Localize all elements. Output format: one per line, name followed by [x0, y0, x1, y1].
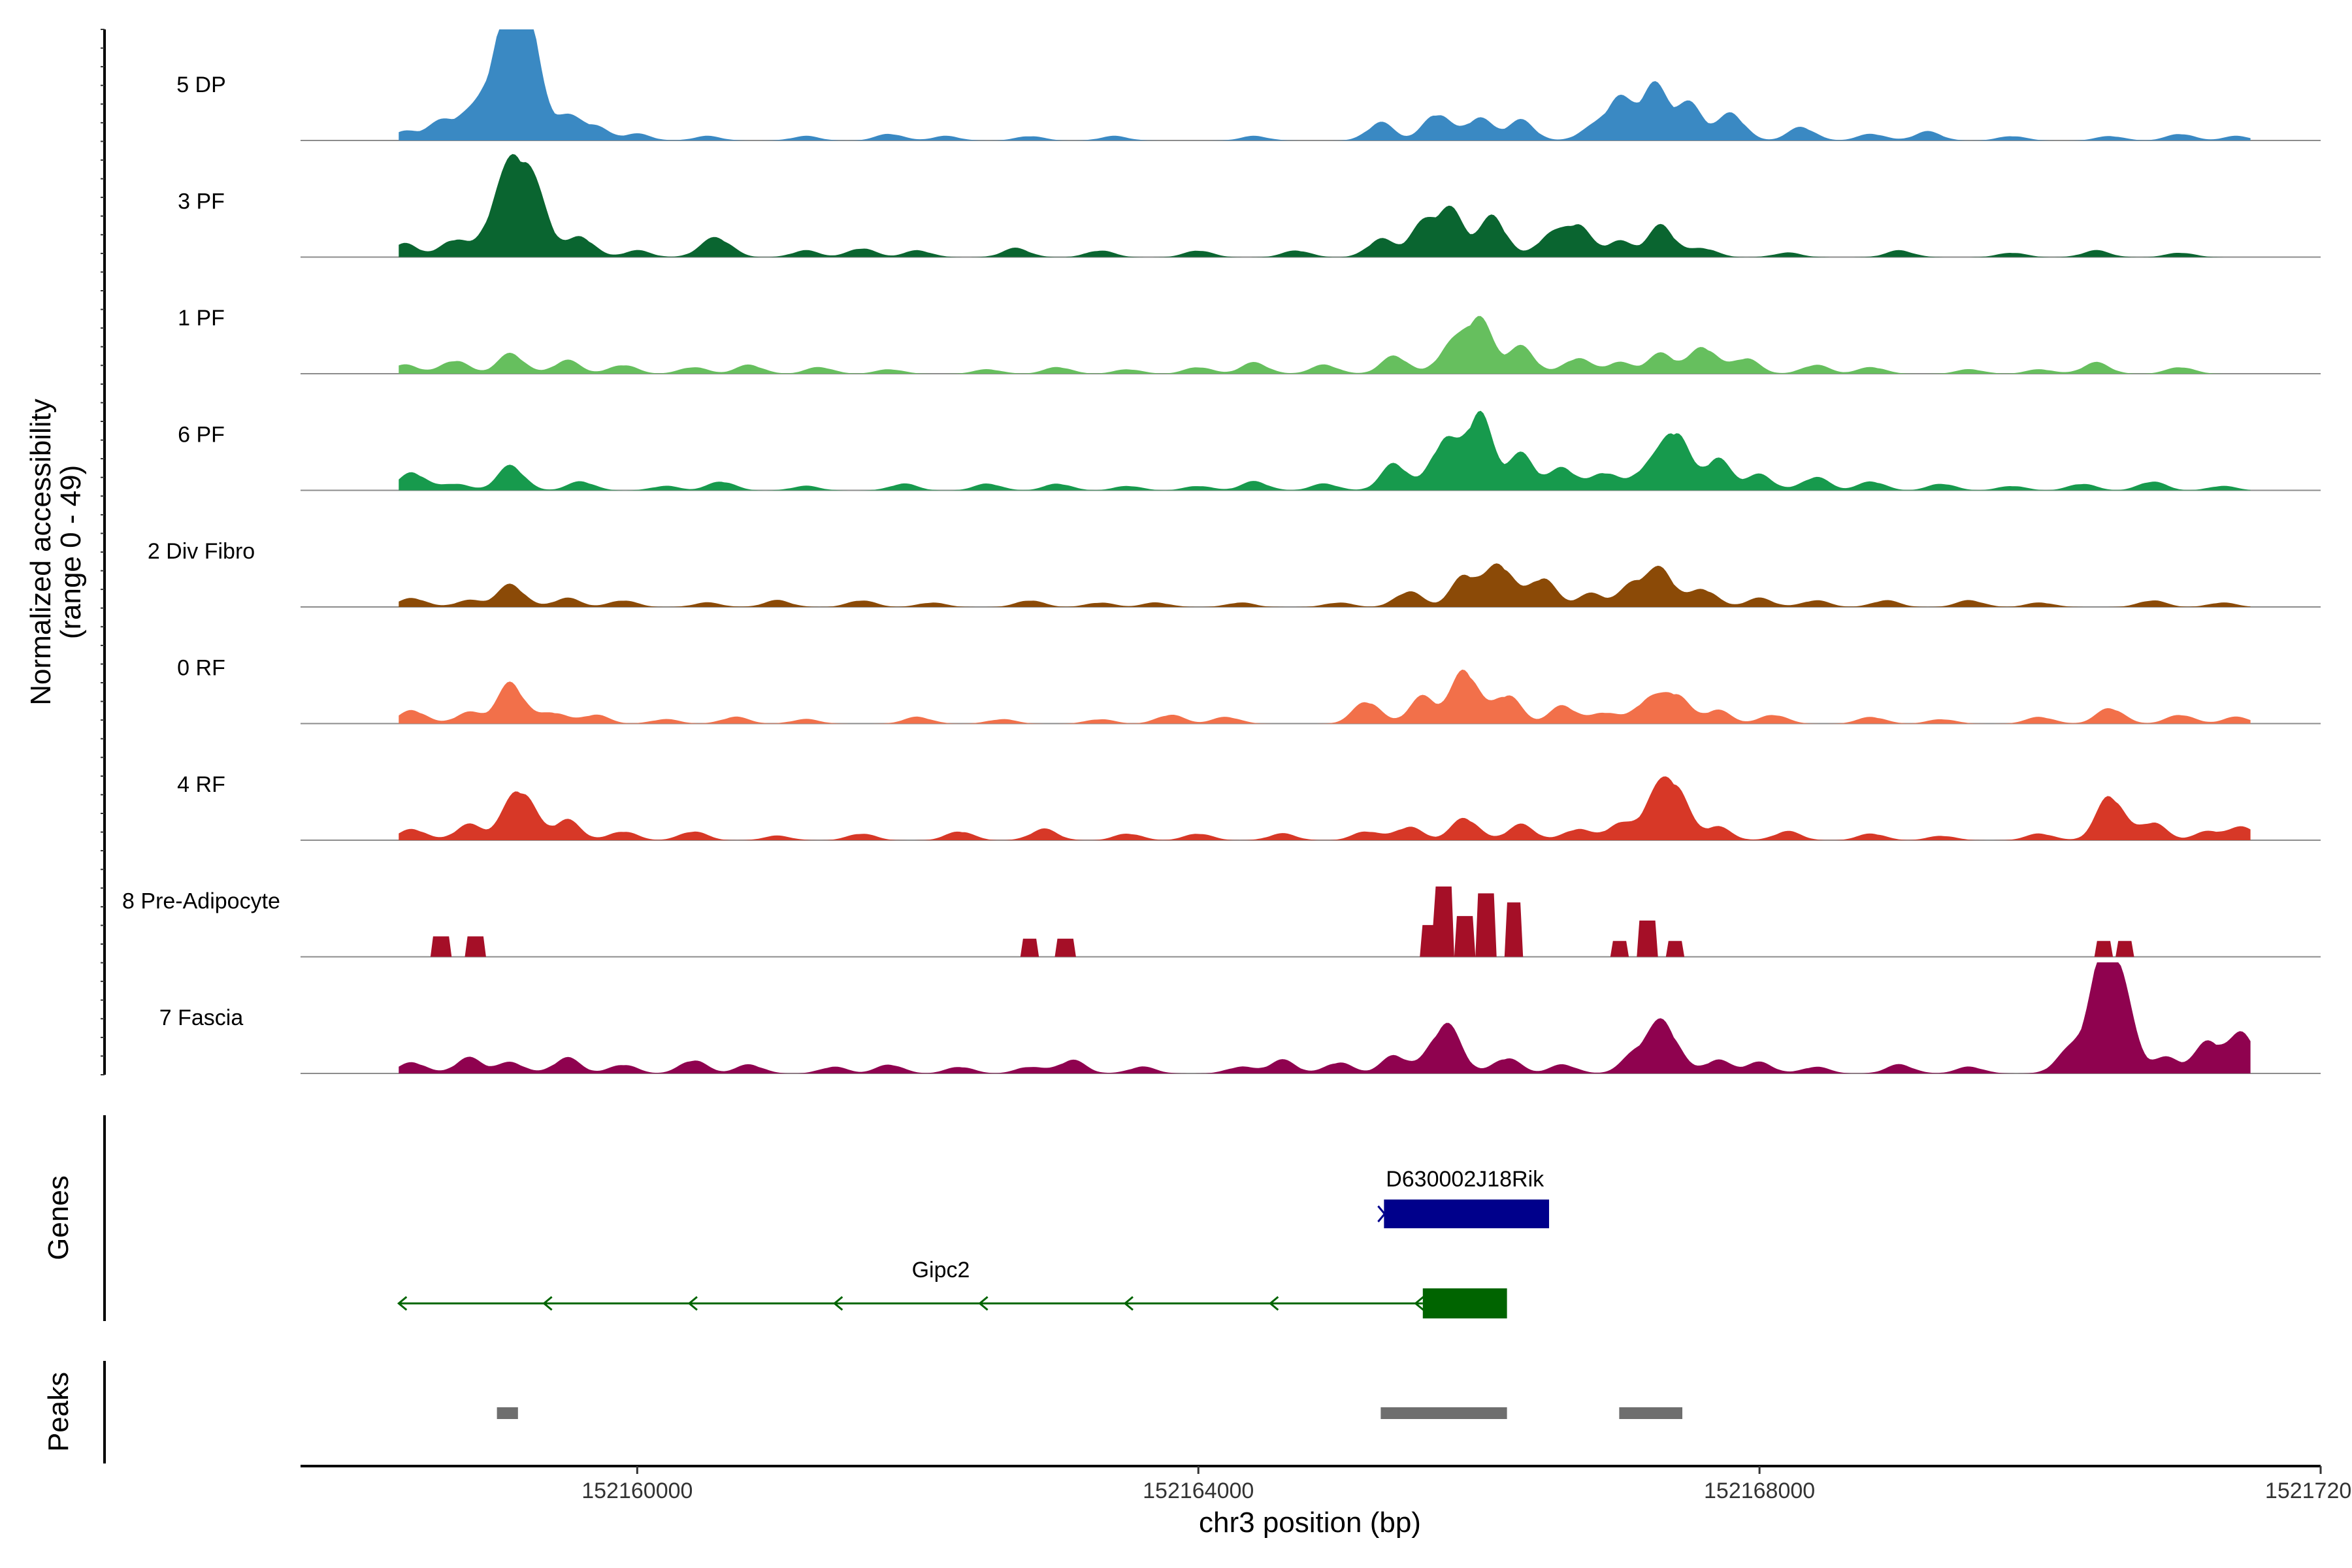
strand-arrow — [978, 1296, 988, 1311]
track-label: 5 DP — [176, 73, 226, 97]
track-labels: 5 DP 3 PF 1 PF 6 PF 2 Div Fibro 0 RF 4 RF 8 Pre… — [122, 73, 280, 1030]
gene-label: Gipc2 — [912, 1258, 970, 1282]
track-2-div-fibro — [301, 563, 2321, 608]
gene-annotations: D630002J18Rik Gipc2 — [397, 1167, 1550, 1318]
genes-panel-title: Genes — [42, 1175, 74, 1260]
track-0-rf — [301, 669, 2321, 725]
strand-arrow — [1268, 1296, 1279, 1311]
coverage-area-1-pf — [399, 316, 2251, 374]
track-6-pf — [301, 410, 2321, 491]
track-label: 4 RF — [177, 772, 225, 797]
track-label: 0 RF — [177, 656, 225, 681]
gene-d630002j18rik: D630002J18Rik — [1377, 1167, 1550, 1228]
x-tick-label: 152168000 — [1704, 1478, 1815, 1503]
coverage-area-3-pf — [399, 154, 2251, 257]
peak-regions — [497, 1407, 1683, 1419]
gene-label: D630002J18Rik — [1386, 1167, 1544, 1192]
x-tick-label: 152160000 — [581, 1478, 693, 1503]
peak-region — [1380, 1407, 1507, 1419]
track-7-fascia — [301, 962, 2321, 1074]
coverage-area-6-pf — [399, 410, 2251, 491]
strand-arrow — [1123, 1296, 1134, 1311]
track-1-pf — [301, 316, 2321, 374]
track-8-pre-adipocyte — [301, 886, 2321, 958]
track-4-rf — [301, 776, 2321, 841]
coverage-area-7-fascia — [399, 962, 2251, 1073]
track-5-dp — [301, 29, 2321, 141]
y-axis-title-line2: (range 0 - 49) — [55, 465, 87, 640]
coverage-area-2-div-fibro — [399, 563, 2251, 607]
peaks-panel-title: Peaks — [42, 1372, 74, 1452]
strand-arrow — [397, 1296, 408, 1311]
strand-arrow — [687, 1296, 698, 1311]
coverage-tracks — [301, 29, 2321, 1074]
strand-arrow — [1414, 1296, 1424, 1311]
track-label: 1 PF — [178, 306, 225, 331]
coverage-area-8-pre-adipocyte — [399, 886, 2251, 957]
strand-arrow — [542, 1296, 553, 1311]
track-3-pf — [301, 154, 2321, 258]
y-axis-title-line1: Normalized accessibility — [25, 399, 57, 705]
track-label: 6 PF — [178, 423, 225, 448]
x-tick-label: 152164000 — [1143, 1478, 1254, 1503]
x-axis-ticks: 152160000 152164000 152168000 152172000 — [581, 1466, 2352, 1503]
x-tick-label: 152172000 — [2265, 1478, 2352, 1503]
track-label: 2 Div Fibro — [148, 539, 255, 564]
coverage-area-5-dp — [399, 29, 2251, 140]
track-label: 3 PF — [178, 189, 225, 214]
x-axis-title: chr3 position (bp) — [1199, 1507, 1421, 1539]
gene-exon — [1384, 1200, 1550, 1228]
y-axis-ticks — [101, 29, 105, 1075]
coverage-area-4-rf — [399, 776, 2251, 840]
strand-arrow — [1377, 1205, 1386, 1222]
track-label: 8 Pre-Adipocyte — [122, 889, 280, 914]
coverage-area-0-rf — [399, 669, 2251, 724]
track-label: 7 Fascia — [159, 1005, 244, 1030]
gene-gipc2: Gipc2 — [397, 1258, 1507, 1318]
peak-region — [497, 1407, 518, 1419]
strand-arrow — [832, 1296, 843, 1311]
gene-exon — [1422, 1288, 1507, 1318]
peak-region — [1619, 1407, 1683, 1419]
